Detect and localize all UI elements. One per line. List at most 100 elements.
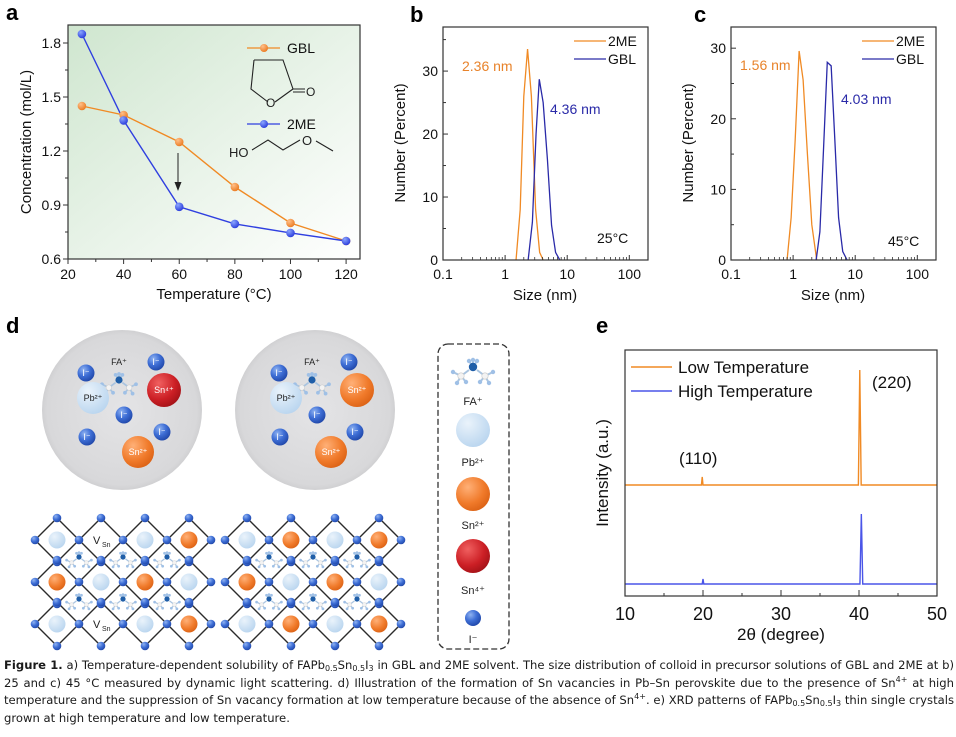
h-atom [365, 607, 369, 611]
iodide-atom [162, 535, 172, 545]
pb-site [238, 531, 256, 549]
x-tick-label: 100 [906, 266, 930, 282]
temperature-label: 25°C [597, 230, 628, 246]
chart-c-xlabel: Size (nm) [801, 287, 865, 304]
series-line-2me [81, 33, 347, 242]
pb-ion: Pb²⁺ [270, 382, 302, 414]
n-atom [354, 554, 360, 560]
y-tick-label: 0 [718, 252, 726, 268]
pb-site [136, 531, 154, 549]
h-atom [121, 593, 125, 597]
h-atom [113, 373, 118, 377]
figure-canvas: a b c d e 20 40 60 80 100 120 0.6 0.9 1.2 1.5 1.8 … [6, 0, 947, 651]
h-atom [324, 558, 327, 562]
h-atom [111, 607, 115, 611]
iodide-atom [30, 619, 40, 629]
sn2-ion: Sn²⁺ [340, 373, 374, 407]
h-atom [311, 551, 315, 555]
h-atom [255, 558, 258, 562]
x-tick-label: 40 [116, 266, 132, 282]
key-fa-label: FA⁺ [463, 396, 482, 408]
iodide-ion-label: I⁻ [345, 357, 353, 367]
series-line-2me [786, 50, 818, 261]
h-atom [299, 600, 302, 604]
pb-site [282, 573, 300, 591]
c-atom [84, 602, 89, 607]
x-tick-label: 1 [789, 266, 797, 282]
h-atom [474, 358, 480, 364]
y-tick-label: 0.9 [42, 197, 62, 213]
chart-e-legend: Low Temperature High Temperature [631, 358, 813, 401]
svg-text:O: O [266, 96, 275, 110]
c-atom [128, 560, 133, 565]
iodide-atom [220, 577, 230, 587]
pb-ion-label: Pb²⁺ [277, 393, 296, 403]
c-atom [69, 602, 74, 607]
chart-a-ylabel: Concentration (mol/L) [18, 70, 35, 214]
iodide-atom [162, 619, 172, 629]
h-atom [265, 593, 268, 597]
sn2-ion-sphere [315, 436, 347, 468]
pb-site [238, 615, 256, 633]
h-atom [358, 593, 361, 597]
h-atom [355, 551, 359, 555]
fa-molecule-icon [343, 551, 371, 569]
n-atom [266, 554, 272, 560]
data-point-2me [119, 116, 128, 125]
h-atom [65, 600, 68, 604]
octahedron [78, 601, 124, 647]
c-atom [298, 384, 305, 391]
h-atom [134, 558, 137, 562]
pb-site [180, 573, 198, 591]
pb-ion-sphere [270, 382, 302, 414]
fa-molecule-icon [100, 372, 138, 396]
iodide-atom [206, 619, 216, 629]
x-tick-label: 50 [927, 604, 947, 624]
sn2-ion-label: Sn²⁺ [348, 385, 367, 395]
h-atom [131, 607, 135, 611]
iodide-atom [308, 619, 318, 629]
h-atom [163, 593, 166, 597]
iodide-ion: I⁻ [77, 364, 95, 382]
iodide-atom [220, 535, 230, 545]
h-atom [267, 551, 271, 555]
c-atom [347, 602, 352, 607]
chart-a-legend: GBL 2ME [247, 40, 316, 132]
y-tick-label: 30 [422, 63, 438, 79]
h-atom [120, 373, 125, 377]
iodide-atom [74, 619, 84, 629]
fa-molecule-icon [255, 551, 283, 569]
low-temperature-solution: I⁻ I⁻ I⁻ I⁻ I⁻ FA⁺ Pb²⁺ Sn²⁺ Sn²⁺ [235, 330, 395, 490]
key-fa-icon [450, 357, 496, 386]
h-atom [77, 593, 81, 597]
peak-label-gbl: 4.36 nm [550, 101, 601, 117]
iodide-atom [184, 597, 194, 607]
h-atom [343, 558, 346, 562]
h-atom [178, 558, 181, 562]
h-atom [270, 551, 273, 555]
n-atom [164, 554, 170, 560]
legend-gbl-marker [260, 44, 268, 52]
iodide-atom [52, 641, 62, 651]
h-atom [130, 391, 135, 396]
svg-text:HO: HO [229, 145, 249, 160]
peak-label-220: (220) [872, 373, 912, 392]
h-atom [90, 600, 93, 604]
data-point-gbl [174, 137, 184, 147]
sn-site [238, 573, 256, 591]
iodide-atom [264, 535, 274, 545]
key-sn2-icon [456, 477, 490, 511]
h-atom [351, 606, 355, 610]
n-atom [76, 596, 82, 602]
c-atom [157, 560, 162, 565]
chart-a-arrow [174, 153, 182, 191]
iodide-atom [286, 597, 296, 607]
h-atom [87, 607, 91, 611]
legend-2me-label: 2ME [608, 33, 637, 49]
h-atom [299, 558, 302, 562]
iodide-atom [30, 535, 40, 545]
iodide-ion-label: I⁻ [158, 427, 166, 437]
iodide-atom [118, 619, 128, 629]
iodide-atom [52, 597, 62, 607]
h-atom [321, 565, 325, 569]
